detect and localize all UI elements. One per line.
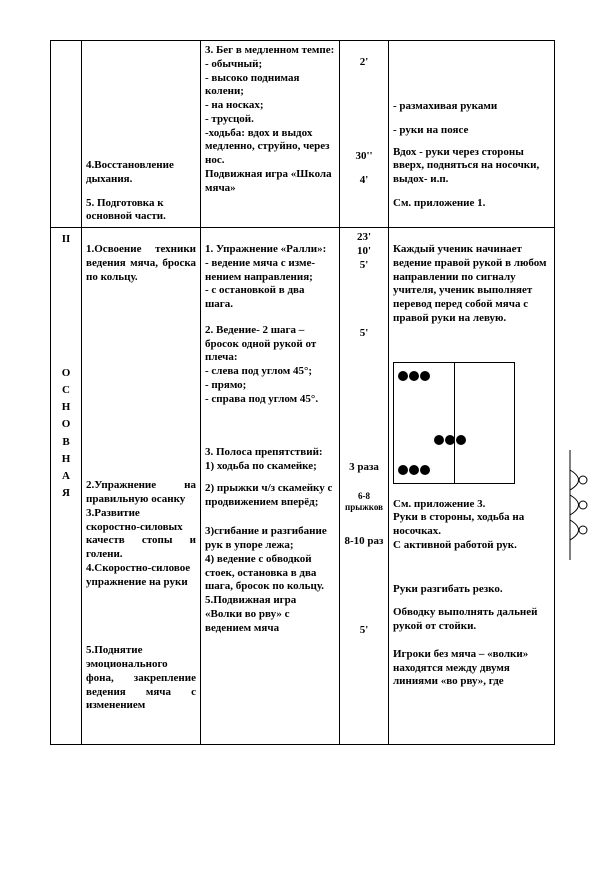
content-line: 3. Полоса препятствий: — [205, 446, 335, 460]
note-line: Руки в стороны, ходьба на носочках. — [393, 511, 550, 539]
note-line: Каждый ученик начинает ведение правой ру… — [393, 243, 550, 326]
content-line: - прямо; — [205, 379, 335, 393]
content-line: - трусцой. — [205, 113, 335, 127]
dosage: 6-8 прыжков — [344, 491, 384, 514]
section-title-vertical: О С Н О В Н А Я — [55, 247, 77, 877]
margin-figure — [569, 450, 595, 560]
court-diagram — [393, 362, 515, 484]
task-item: 3.Развитие скоростно-силовых качеств сто… — [86, 507, 196, 562]
dosage: 5' — [344, 327, 384, 341]
tasks-cell: 4.Восстановление дыхания. 5. Подготовка … — [82, 41, 201, 228]
note-line: Игроки без мяча – «волки» находятся межд… — [393, 648, 550, 689]
dosage: 2' — [344, 56, 384, 70]
content-line: - высоко поднимая колени; — [205, 72, 335, 100]
content-line: 1) ходьба по скамейке; — [205, 460, 335, 474]
content-line: - ведение мяча с изме-нением направления… — [205, 257, 335, 285]
content-line: - слева под углом 45°; — [205, 365, 335, 379]
note-line: См. приложение 1. — [393, 197, 550, 211]
content-cell: 1. Упражнение «Ралли»: - ведение мяча с … — [201, 228, 340, 745]
task-item: 4.Восстановление дыхания. — [86, 159, 196, 187]
dosage: 30'' — [344, 150, 384, 164]
content-line: 3)сгибание и разгибание рук в упоре лежа… — [205, 525, 335, 553]
tasks-cell: 1.Освоение техники ведения мяча, броска … — [82, 228, 201, 745]
task-item: 1.Освоение техники ведения мяча, броска … — [86, 243, 196, 284]
dosage: 8-10 раз — [344, 535, 384, 549]
note-line: См. приложение 3. — [393, 498, 550, 512]
note-line: Вдох - руки через стороны вверх, поднять… — [393, 146, 550, 187]
table-row: 4.Восстановление дыхания. 5. Подготовка … — [51, 41, 555, 228]
content-line: Подвижная игра «Школа мяча» — [205, 168, 335, 196]
task-item: 2.Упражнение на правильную осанку — [86, 479, 196, 507]
table-row: II О С Н О В Н А Я 1.Освоение техники ве… — [51, 228, 555, 745]
note-line: - размахивая руками — [393, 100, 550, 114]
content-line: 3. Бег в медленном темпе: — [205, 44, 335, 58]
content-line: - справа под углом 45°. — [205, 393, 335, 407]
content-line: 2) прыжки ч/з скамейку с продвижением вп… — [205, 482, 335, 510]
dosage: 5' — [344, 259, 384, 273]
dosage: 10' — [344, 245, 384, 259]
section-number: II — [55, 233, 77, 247]
dosage-cell: 2' 30'' 4' — [340, 41, 389, 228]
content-line: 4) ведение с обводкой стоек, остановка в… — [205, 553, 335, 594]
notes-cell: - размахивая руками - руки на поясе Вдох… — [389, 41, 555, 228]
lesson-plan-table: 4.Восстановление дыхания. 5. Подготовка … — [50, 40, 555, 745]
content-line: 2. Ведение- 2 шага – бросок одной рукой … — [205, 324, 335, 365]
content-line: 1. Упражнение «Ралли»: — [205, 243, 335, 257]
content-line: 5.Подвижная игра «Волки во рву» с ведени… — [205, 594, 335, 635]
task-item: 4.Скоростно-силовое упражнение на руки — [86, 562, 196, 590]
content-cell: 3. Бег в медленном темпе: - обычный; - в… — [201, 41, 340, 228]
section-number-cell — [51, 41, 82, 228]
note-line: Руки разгибать резко. — [393, 583, 550, 597]
content-line: - с остановкой в два шага. — [205, 284, 335, 312]
dosage: 4' — [344, 174, 384, 188]
content-line: - на носках; — [205, 99, 335, 113]
note-line: С активной работой рук. — [393, 539, 550, 553]
dosage: 5' — [344, 624, 384, 638]
dosage: 23' — [344, 231, 384, 245]
dosage: 3 раза — [344, 461, 384, 475]
content-line: - обычный; — [205, 58, 335, 72]
dosage-cell: 23' 10' 5' 5' 3 раза 6-8 прыжков 8-10 ра… — [340, 228, 389, 745]
task-item: 5.Поднятие эмоционального фона, закрепле… — [86, 644, 196, 713]
content-line: -ходьба: вдох и выдох медленно, струйно,… — [205, 127, 335, 168]
note-line: - руки на поясе — [393, 124, 550, 138]
note-line: Обводку выполнять дальней рукой от стойк… — [393, 606, 550, 634]
section-number-cell: II О С Н О В Н А Я — [51, 228, 82, 745]
notes-cell: Каждый ученик начинает ведение правой ру… — [389, 228, 555, 745]
task-item: 5. Подготовка к основной части. — [86, 197, 196, 225]
